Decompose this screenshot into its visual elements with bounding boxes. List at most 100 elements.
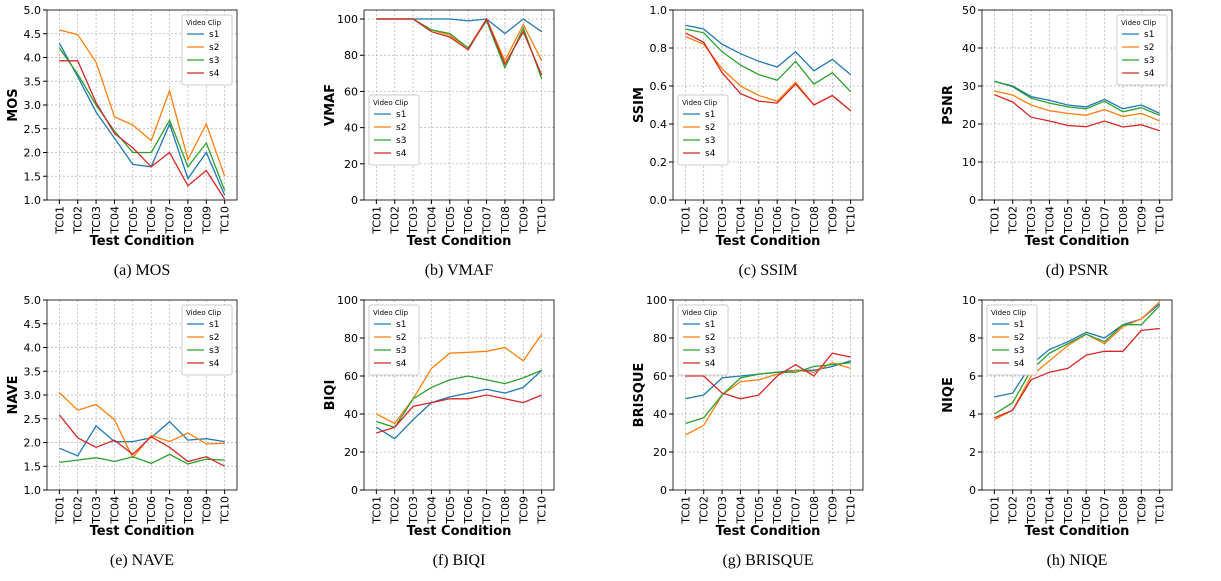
y-tick-label: 3.0 <box>24 389 42 402</box>
x-axis-label: Test Condition <box>90 524 195 539</box>
x-tick-label: TC09 <box>826 206 839 235</box>
y-tick-label: 60 <box>344 370 358 383</box>
x-tick-label: TC03 <box>407 206 420 235</box>
y-tick-label: 1.0 <box>24 484 42 497</box>
x-tick-label: TC05 <box>753 496 766 525</box>
x-tick-label: TC07 <box>481 206 494 235</box>
x-tick-label: TC03 <box>716 206 729 235</box>
x-tick-label: TC09 <box>826 496 839 525</box>
x-tick-label: TC02 <box>1007 496 1020 525</box>
legend-label: s1 <box>1014 320 1024 330</box>
x-tick-label: TC03 <box>716 496 729 525</box>
x-tick-label: TC04 <box>1043 206 1056 235</box>
x-tick-label: TC03 <box>90 496 103 525</box>
line-series <box>994 90 1160 122</box>
x-tick-label: TC09 <box>517 206 530 235</box>
x-tick-label: TC06 <box>771 496 784 525</box>
x-tick-label: TC02 <box>698 496 711 525</box>
x-tick-label: TC06 <box>771 206 784 235</box>
x-tick-label: TC10 <box>536 206 549 235</box>
line-series <box>685 362 851 436</box>
x-tick-label: TC07 <box>1099 206 1112 235</box>
y-tick-label: 0 <box>351 484 358 497</box>
y-tick-label: 30 <box>962 80 976 93</box>
x-tick-label: TC02 <box>698 206 711 235</box>
y-tick-label: 0 <box>660 484 667 497</box>
y-axis-label: SSIM <box>632 87 647 123</box>
y-tick-label: 0 <box>351 194 358 207</box>
line-series <box>58 47 226 191</box>
x-axis-label: Test Condition <box>407 524 512 539</box>
caption: (f) BIQI <box>433 552 486 569</box>
y-tick-label: 4 <box>969 408 976 421</box>
x-tick-label: TC01 <box>679 206 692 235</box>
legend-label: s2 <box>396 123 406 133</box>
caption: (g) BRISQUE <box>722 552 813 569</box>
line-series <box>994 301 1161 421</box>
y-tick-label: 20 <box>653 446 667 459</box>
legend-label: s4 <box>1014 359 1025 369</box>
y-tick-label: 100 <box>337 13 358 26</box>
line-series <box>376 18 543 35</box>
y-tick-label: 5.0 <box>24 294 42 307</box>
x-tick-label: TC07 <box>1099 496 1112 525</box>
x-tick-label: TC04 <box>1043 496 1056 525</box>
x-tick-label: TC01 <box>988 496 1001 525</box>
x-tick-label: TC01 <box>53 206 66 235</box>
plot-frame <box>672 9 864 201</box>
y-tick-label: 50 <box>962 4 976 17</box>
legend-title: Video Clip <box>682 99 718 107</box>
caption: (c) SSIM <box>738 262 797 279</box>
legend-title: Video Clip <box>373 99 409 107</box>
x-tick-label: TC05 <box>127 206 140 235</box>
plot-frame <box>46 9 238 201</box>
x-tick-label: TC05 <box>1062 496 1075 525</box>
chart: 0.0 0.2 0.4 0.6 0.8 1.0 TC01 TC02 TC03 TC04 TC05 TC… <box>632 4 864 279</box>
line-series <box>994 327 1160 419</box>
legend-box <box>986 304 1038 376</box>
plot-frame <box>363 299 555 491</box>
y-tick-label: 80 <box>344 332 358 345</box>
x-tick-label: TC05 <box>444 206 457 235</box>
x-tick-label: TC08 <box>1117 206 1130 235</box>
caption: (b) VMAF <box>425 262 494 279</box>
x-tick-label: TC07 <box>164 206 177 235</box>
line-series <box>685 32 852 112</box>
legend-label: s1 <box>396 320 406 330</box>
legend-label: s3 <box>1144 56 1154 66</box>
y-tick-label: 5.0 <box>24 4 42 17</box>
y-tick-label: 4.5 <box>24 28 42 41</box>
legend-box <box>1116 14 1168 86</box>
x-tick-label: TC07 <box>790 496 803 525</box>
y-axis-label: BRISQUE <box>632 363 647 428</box>
x-tick-label: TC06 <box>462 496 475 525</box>
y-tick-label: 1.5 <box>24 170 42 183</box>
legend-label: s2 <box>209 333 219 343</box>
x-tick-label: TC03 <box>1025 496 1038 525</box>
legend-label: s3 <box>705 346 715 356</box>
y-tick-label: 0.0 <box>650 194 668 207</box>
x-tick-label: TC04 <box>734 206 747 235</box>
y-tick-label: 20 <box>344 158 358 171</box>
x-tick-label: TC05 <box>444 496 457 525</box>
line-series <box>685 28 852 93</box>
plot-frame <box>46 299 238 491</box>
legend-title: Video Clip <box>991 309 1027 317</box>
y-tick-label: 2.5 <box>24 123 42 136</box>
x-tick-label: TC08 <box>808 206 821 235</box>
chart: 0 20 40 60 80 100 TC01 TC02 TC03 TC04 TC05 TC06 TC07… <box>632 294 864 569</box>
x-tick-label: TC04 <box>108 496 121 525</box>
y-axis-label: BIQI <box>323 380 338 411</box>
y-tick-label: 60 <box>344 85 358 98</box>
x-tick-label: TC04 <box>734 496 747 525</box>
y-tick-label: 10 <box>962 294 976 307</box>
x-tick-label: TC05 <box>127 496 140 525</box>
y-tick-label: 8 <box>969 332 976 345</box>
y-tick-label: 100 <box>646 294 667 307</box>
x-tick-label: TC06 <box>145 496 158 525</box>
x-tick-label: TC05 <box>1062 206 1075 235</box>
legend-box <box>368 94 420 166</box>
x-tick-label: TC09 <box>517 496 530 525</box>
